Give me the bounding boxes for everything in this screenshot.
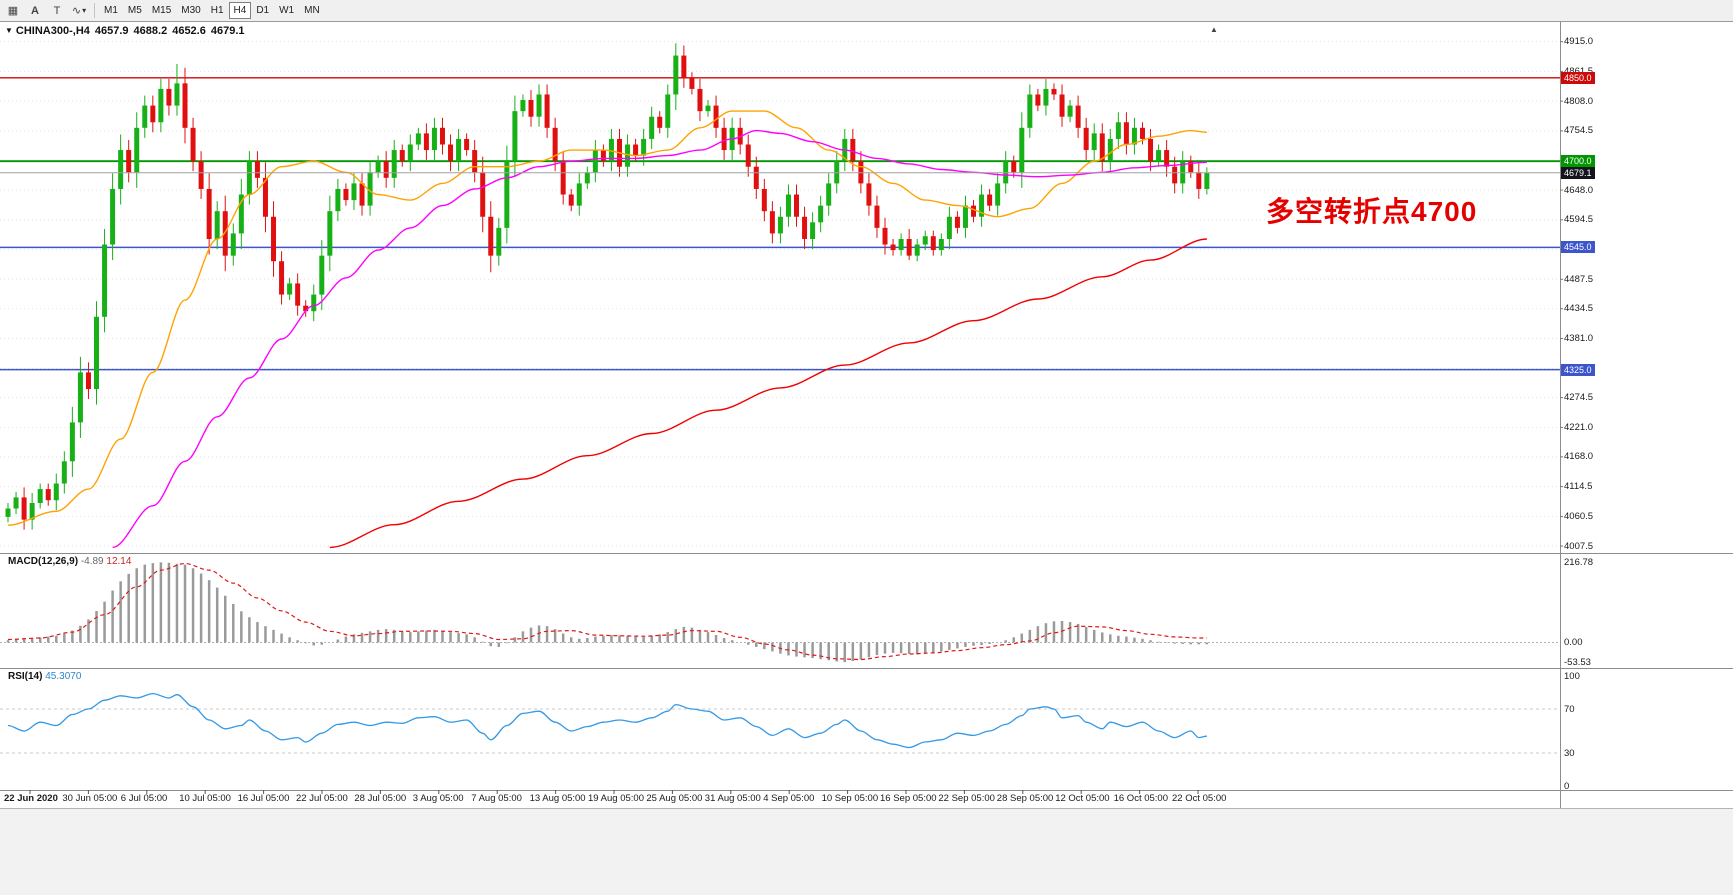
ohlc-high: 4688.2: [133, 25, 168, 37]
time-axis-label: 7 Aug 05:00: [471, 793, 522, 804]
rsi-value: 45.3070: [45, 671, 82, 682]
macd-axis-label: 216.78: [1564, 556, 1594, 568]
rsi-axis-label: 100: [1564, 670, 1580, 682]
chart-text-annotation[interactable]: 多空转折点4700: [1266, 196, 1478, 227]
price-axis-label: 4060.5: [1564, 511, 1594, 523]
price-axis-label: 4381.0: [1564, 332, 1594, 344]
price-axis-label: 4274.5: [1564, 392, 1594, 404]
price-axis-label: 4754.5: [1564, 125, 1594, 137]
ohlc-close: 4679.1: [210, 25, 245, 37]
time-axis-label: 16 Sep 05:00: [880, 793, 937, 804]
ohlc-low: 4652.6: [172, 25, 206, 37]
time-axis-label: 30 Jun 05:00: [62, 793, 118, 804]
text-label-button[interactable]: A: [24, 2, 46, 20]
time-axis-label: 22 Jun 2020: [4, 793, 58, 804]
macd-value: -4.89: [80, 556, 104, 567]
price-level-badge: 4679.1: [1561, 166, 1595, 179]
price-level-badge: 4545.0: [1561, 241, 1595, 254]
price-axis-label: 4114.5: [1564, 481, 1593, 493]
tf-button-m15[interactable]: M15: [151, 5, 172, 16]
time-axis-label: 22 Oct 05:00: [1172, 793, 1227, 804]
rsi-label: RSI(14) 45.3070: [8, 671, 81, 682]
letter-t-icon: T: [53, 4, 61, 17]
time-axis-label: 19 Aug 05:00: [588, 793, 644, 804]
ohlc-open: 4657.9: [94, 25, 129, 37]
dropdown-caret-icon: ▾: [82, 6, 87, 15]
time-axis-label: 13 Aug 05:00: [529, 793, 586, 804]
tf-button-d1[interactable]: D1: [256, 5, 270, 16]
price-axis-label: 4221.0: [1564, 421, 1594, 433]
time-axis-label: 10 Sep 05:00: [821, 793, 879, 804]
price-level-badge: 4325.0: [1561, 363, 1595, 376]
macd-axis-label: -53.53: [1564, 656, 1591, 668]
time-axis-label: 3 Aug 05:00: [412, 793, 464, 804]
zigzag-icon: ∿: [71, 5, 82, 17]
time-axis-label: 16 Jul 05:00: [237, 793, 290, 804]
indicators-button[interactable]: ∿ ▾: [68, 2, 90, 20]
drawing-tools-group: ▦ A T ∿ ▾: [2, 2, 90, 20]
status-strip: [0, 808, 1733, 895]
time-axis-label: 6 Jul 05:00: [120, 793, 168, 804]
price-axis-label: 4168.0: [1564, 451, 1594, 463]
tf-button-h4[interactable]: H4: [228, 2, 252, 19]
time-axis-label: 12 Oct 05:00: [1055, 793, 1110, 804]
chart-shift-marker[interactable]: ▲: [1210, 25, 1218, 34]
rsi-axis-label: 0: [1564, 780, 1570, 792]
rsi-axis-label: 30: [1564, 747, 1575, 759]
time-axis-label: 22 Jul 05:00: [296, 793, 348, 804]
toolbar: ▦ A T ∿ ▾ M1 M5 M15 M30 H1 H4 D1 W1 MN: [0, 0, 1733, 22]
time-axis-label: 16 Oct 05:00: [1113, 793, 1168, 804]
letter-a-icon: A: [31, 4, 39, 17]
tf-button-mn[interactable]: MN: [304, 5, 320, 16]
macd-axis-label: 0.00: [1564, 636, 1583, 648]
tf-button-h1[interactable]: H1: [210, 5, 224, 16]
time-axis-label: 25 Aug 05:00: [646, 793, 703, 804]
time-axis-label: 28 Sep 05:00: [996, 793, 1054, 804]
price-axis-label: 4594.5: [1564, 214, 1594, 226]
tf-button-w1[interactable]: W1: [279, 5, 295, 16]
grid-icon: ▦: [7, 5, 19, 17]
symbol-name: CHINA300-,H4: [15, 25, 90, 37]
chart-canvas[interactable]: [0, 22, 1733, 808]
symbol-title: ▼ CHINA300-,H4 4657.9 4688.2 4652.6 4679.1: [5, 25, 245, 37]
price-axis-label: 4648.0: [1564, 184, 1594, 196]
time-axis-label: 31 Aug 05:00: [704, 793, 761, 804]
chart-window: ▼ CHINA300-,H4 4657.9 4688.2 4652.6 4679.1 MA…: [0, 22, 1733, 808]
time-axis-label: 10 Jul 05:00: [179, 793, 231, 804]
collapse-triangle-icon[interactable]: ▼: [5, 26, 13, 35]
tf-button-m30[interactable]: M30: [181, 5, 201, 16]
timeframe-group: M1 M5 M15 M30 H1 H4 D1 W1 MN: [99, 2, 325, 19]
price-axis[interactable]: [1561, 22, 1733, 790]
time-axis-label: 4 Sep 05:00: [763, 793, 815, 804]
price-axis-label: 4808.0: [1564, 95, 1594, 107]
tf-button-m1[interactable]: M1: [104, 5, 118, 16]
rsi-name: RSI(14): [8, 671, 43, 682]
price-axis-label: 4487.5: [1564, 273, 1594, 285]
rsi-axis-label: 70: [1564, 703, 1575, 715]
text-tool-button[interactable]: T: [46, 2, 68, 20]
price-axis-label: 4861.5: [1564, 66, 1593, 77]
tf-button-m5[interactable]: M5: [127, 5, 142, 16]
price-level-badge: 4700.0: [1561, 155, 1595, 168]
price-axis-label: 4434.5: [1564, 303, 1594, 315]
price-axis-label: 4915.0: [1564, 36, 1594, 48]
time-axis-label: 28 Jul 05:00: [354, 793, 407, 804]
toolbar-separator: [94, 3, 95, 18]
price-axis-label: 4007.5: [1564, 540, 1594, 552]
macd-name: MACD(12,26,9): [8, 556, 79, 567]
price-level-badge: 4850.0: [1561, 71, 1595, 84]
macd-signal-value: 12.14: [106, 556, 132, 567]
chart-style-button[interactable]: ▦: [2, 2, 24, 20]
macd-label: MACD(12,26,9) -4.89 12.14: [8, 556, 131, 567]
time-axis-label: 22 Sep 05:00: [938, 793, 995, 804]
